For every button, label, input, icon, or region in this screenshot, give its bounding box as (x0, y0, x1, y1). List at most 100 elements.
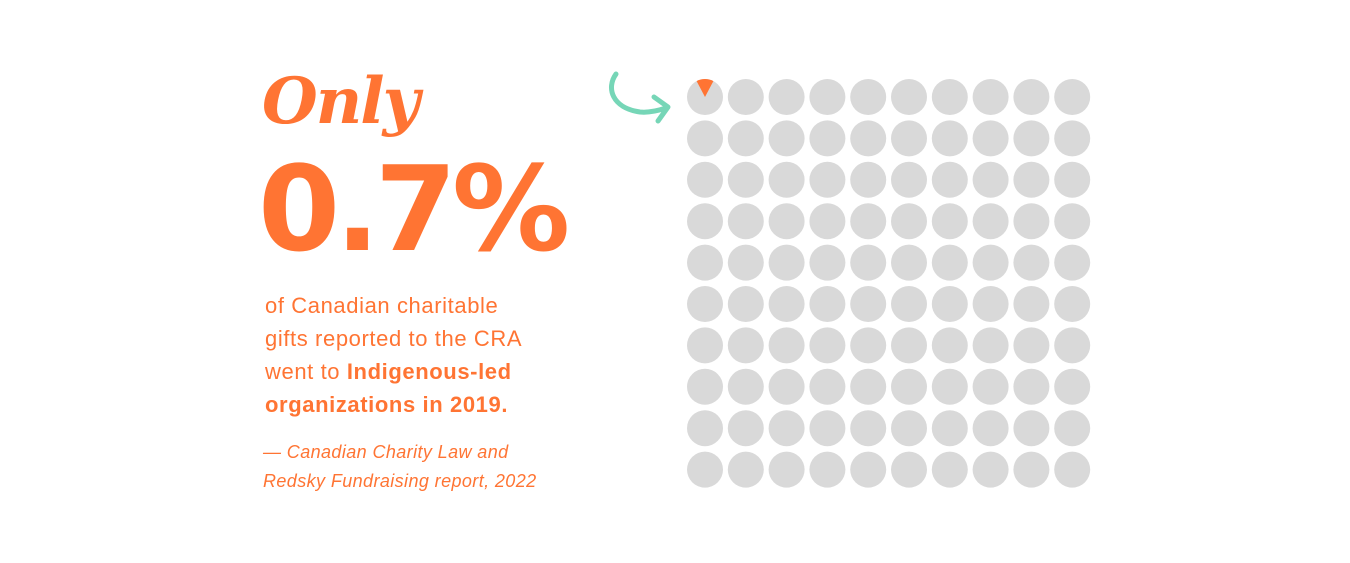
waffle-cell (809, 79, 846, 115)
waffle-cell (1054, 161, 1091, 198)
waffle-cell (891, 161, 927, 198)
waffle-cell (891, 203, 927, 240)
waffle-cell (1054, 368, 1091, 405)
waffle-cell (931, 327, 968, 364)
waffle-cell (768, 410, 805, 447)
waffle-cell (931, 79, 968, 115)
waffle-cell (1054, 244, 1091, 281)
waffle-cell (727, 327, 764, 364)
waffle-cell (768, 203, 805, 240)
citation: — Canadian Charity Law and Redsky Fundra… (263, 438, 593, 496)
waffle-cell (809, 161, 846, 198)
waffle-cell (931, 161, 968, 198)
curved-arrow-icon (609, 71, 671, 124)
waffle-cell (1013, 120, 1050, 157)
waffle-cell (768, 120, 805, 157)
waffle-cell (931, 203, 968, 240)
body-line-4-bold: organizations in 2019. (265, 392, 509, 417)
waffle-cell (809, 120, 846, 157)
waffle-cell (850, 161, 887, 198)
waffle-cell (1013, 327, 1050, 364)
waffle-chart (687, 79, 1091, 488)
waffle-cell (1054, 79, 1091, 115)
waffle-cell (891, 244, 927, 281)
waffle-cell (850, 244, 887, 281)
waffle-cell (727, 203, 764, 240)
waffle-cell (809, 410, 846, 447)
waffle-cell (972, 244, 1009, 281)
waffle-cell (931, 120, 968, 157)
citation-line-1: — Canadian Charity Law and (263, 442, 509, 462)
waffle-highlight-wedge (696, 79, 714, 97)
waffle-cell (972, 410, 1009, 447)
waffle-cell (850, 410, 887, 447)
waffle-cell (1054, 327, 1091, 364)
waffle-cell (687, 410, 723, 447)
waffle-cell (931, 410, 968, 447)
waffle-cell (768, 161, 805, 198)
waffle-cell (1054, 203, 1091, 240)
waffle-cell (972, 203, 1009, 240)
waffle-cell (727, 410, 764, 447)
waffle-cell (727, 161, 764, 198)
waffle-cell (768, 451, 805, 488)
waffle-cell (891, 79, 927, 115)
waffle-cell (768, 79, 805, 115)
waffle-cell (931, 286, 968, 322)
waffle-cell (891, 451, 927, 488)
waffle-cell (1013, 368, 1050, 405)
waffle-cell (850, 203, 887, 240)
headline-only: Only (262, 64, 420, 139)
waffle-cell (768, 244, 805, 281)
waffle-cell (727, 451, 764, 488)
waffle-cell (1013, 410, 1050, 447)
headline-percent: 0.7% (258, 140, 570, 278)
waffle-cell (768, 327, 805, 364)
waffle-cell (1013, 203, 1050, 240)
waffle-cell (687, 368, 723, 405)
waffle-cell (687, 161, 723, 198)
waffle-cell (891, 327, 927, 364)
waffle-cell (931, 244, 968, 281)
waffle-cell (727, 244, 764, 281)
waffle-cell (891, 368, 927, 405)
waffle-cell (972, 286, 1009, 322)
waffle-cell (809, 286, 846, 322)
waffle-cell (727, 120, 764, 157)
waffle-cell (687, 244, 723, 281)
citation-line-2: Redsky Fundraising report, 2022 (263, 471, 537, 491)
waffle-cell (1013, 79, 1050, 115)
waffle-cell (1013, 286, 1050, 322)
waffle-cell (891, 120, 927, 157)
waffle-cell (850, 79, 887, 115)
waffle-cell (1013, 161, 1050, 198)
waffle-cell (687, 120, 723, 157)
body-line-3-bold: Indigenous-led (346, 359, 512, 384)
waffle-cell (809, 451, 846, 488)
waffle-cell (809, 244, 846, 281)
waffle-cell (850, 120, 887, 157)
body-line-3: went to (265, 359, 347, 384)
waffle-cell (891, 410, 927, 447)
waffle-cell (850, 286, 887, 322)
waffle-cell (850, 368, 887, 405)
body-line-1: of Canadian charitable (265, 293, 499, 318)
waffle-cell (1054, 451, 1091, 488)
waffle-cell (727, 286, 764, 322)
waffle-cell (1013, 451, 1050, 488)
waffle-cell (1013, 244, 1050, 281)
waffle-cell (768, 368, 805, 405)
waffle-cell (809, 327, 846, 364)
waffle-cell (1054, 410, 1091, 447)
waffle-cell (768, 286, 805, 322)
waffle-cell (972, 327, 1009, 364)
waffle-cell (972, 368, 1009, 405)
waffle-cell (687, 451, 723, 488)
waffle-cell (1054, 120, 1091, 157)
waffle-cell (972, 161, 1009, 198)
waffle-cell (850, 327, 887, 364)
waffle-cell (972, 451, 1009, 488)
waffle-cell (809, 368, 846, 405)
body-line-2: gifts reported to the CRA (265, 326, 523, 351)
waffle-cell (972, 120, 1009, 157)
